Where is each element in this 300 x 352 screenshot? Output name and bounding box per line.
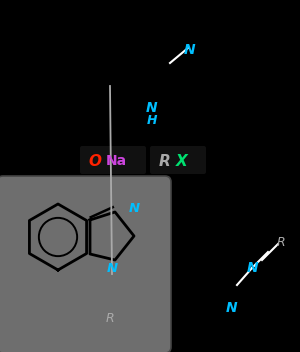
Text: R: R [277,235,285,249]
Text: N: N [146,101,158,115]
FancyBboxPatch shape [80,146,146,174]
Text: H: H [147,113,157,126]
Text: R: R [106,312,114,325]
Text: N: N [106,262,118,275]
Text: O: O [88,153,101,169]
Text: X: X [176,153,188,169]
FancyBboxPatch shape [0,176,171,352]
Text: N: N [184,43,196,57]
Text: N: N [128,201,140,214]
Text: R: R [159,153,171,169]
Text: N: N [226,301,238,315]
Text: N: N [247,261,259,275]
Text: Na: Na [105,154,127,168]
FancyBboxPatch shape [150,146,206,174]
